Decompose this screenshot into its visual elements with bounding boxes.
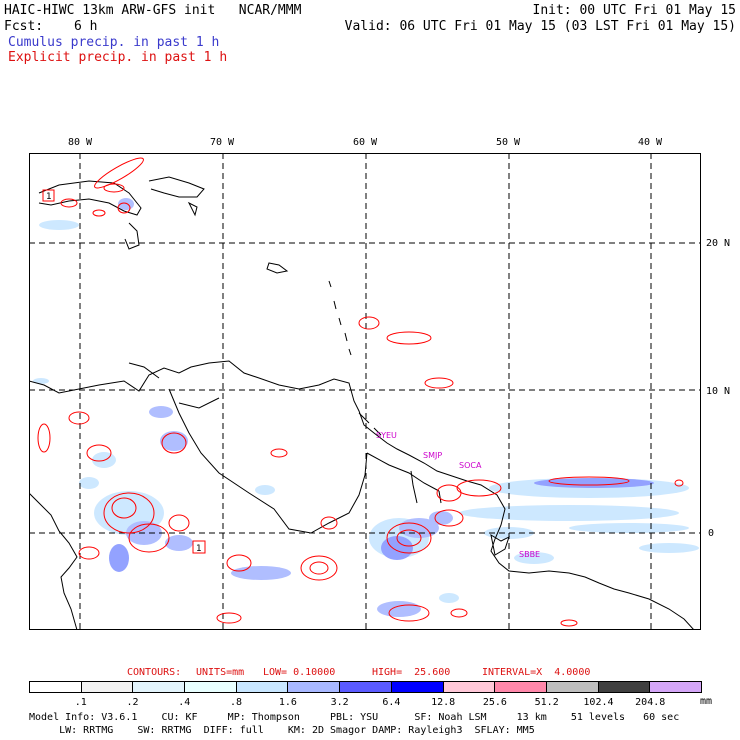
station-soca: SOCA <box>459 461 482 470</box>
plot-title: HAIC-HIWC 13km ARW-GFS init NCAR/MMM <box>4 3 302 18</box>
lon-tick-50w: 50 W <box>496 137 521 148</box>
legend-label: 12.8 <box>431 697 456 708</box>
lon-tick-60w: 60 W <box>353 137 378 148</box>
model-info-line1: Model Info: V3.6.1 CU: KF MP: Thompson P… <box>29 712 680 723</box>
legend-label: 6.4 <box>382 697 401 708</box>
legend-label: .8 <box>230 697 243 708</box>
legend-label: 3.2 <box>330 697 349 708</box>
init-time: Init: 00 UTC Fri 01 May 15 <box>532 3 737 18</box>
legend-label: 1.6 <box>278 697 297 708</box>
lon-tick-80w: 80 W <box>68 137 93 148</box>
boxed-markers: 1 1 <box>42 189 206 554</box>
legend-label: 204.8 <box>635 697 666 708</box>
legend-label: .4 <box>178 697 191 708</box>
legend-swatch <box>495 682 547 692</box>
legend-swatch <box>236 682 289 692</box>
legend-swatch <box>81 682 134 692</box>
lat-lon-grid <box>29 153 701 630</box>
legend-swatch <box>185 682 237 692</box>
legend-label: 25.6 <box>482 697 507 708</box>
fcst-label: Fcst: <box>4 19 44 34</box>
legend-swatch <box>443 682 496 692</box>
fcst-value: 6 h <box>74 19 98 34</box>
station-sbbe: SBBE <box>519 550 540 559</box>
map-frame <box>29 153 701 630</box>
explicit-precip-contours <box>37 157 684 627</box>
legend-swatch <box>650 682 701 692</box>
contours-interval: INTERVAL=X 4.0000 <box>482 667 591 678</box>
valid-time: Valid: 06 UTC Fri 01 May 15 (03 LST Fri … <box>344 19 736 34</box>
legend-swatch <box>288 682 341 692</box>
lon-tick-40w: 40 W <box>638 137 663 148</box>
lon-tick-70w: 70 W <box>210 137 235 148</box>
station-labels: SYEU SMJP SOCA SBBE <box>376 431 540 559</box>
legend-swatch <box>598 682 651 692</box>
legend-swatch <box>340 682 392 692</box>
lat-tick-10n: 10 N <box>706 386 731 397</box>
legend-label: .1 <box>74 697 87 708</box>
contours-low: LOW= 0.10000 <box>263 667 336 678</box>
marker-1-north: 1 <box>46 192 52 202</box>
explicit-legend: Explicit precip. in past 1 h <box>8 50 228 65</box>
legend-swatch <box>391 682 444 692</box>
model-info-line2: LW: RRTMG SW: RRTMG DIFF: full KM: 2D Sm… <box>29 725 535 736</box>
legend-label: .2 <box>126 697 139 708</box>
coastlines <box>29 176 695 630</box>
legend-unit: mm <box>700 696 713 707</box>
contours-units: UNITS=mm <box>196 667 245 678</box>
legend-label: 102.4 <box>583 697 614 708</box>
precip-map: SYEU SMJP SOCA SBBE 1 1 <box>29 153 701 630</box>
marker-1-south: 1 <box>196 544 202 554</box>
lat-tick-0: 0 <box>708 528 715 539</box>
legend-swatch <box>30 682 82 692</box>
legend-swatch <box>546 682 599 692</box>
station-smjp: SMJP <box>423 451 442 460</box>
contours-label: CONTOURS: <box>127 667 182 678</box>
lat-tick-20n: 20 N <box>706 238 731 249</box>
contours-high: HIGH= 25.600 <box>372 667 451 678</box>
legend-label: 51.2 <box>534 697 559 708</box>
cumulus-legend: Cumulus precip. in past 1 h <box>8 35 220 50</box>
legend-swatch <box>133 682 186 692</box>
station-syeu: SYEU <box>376 431 397 440</box>
color-legend-bar <box>29 681 702 693</box>
